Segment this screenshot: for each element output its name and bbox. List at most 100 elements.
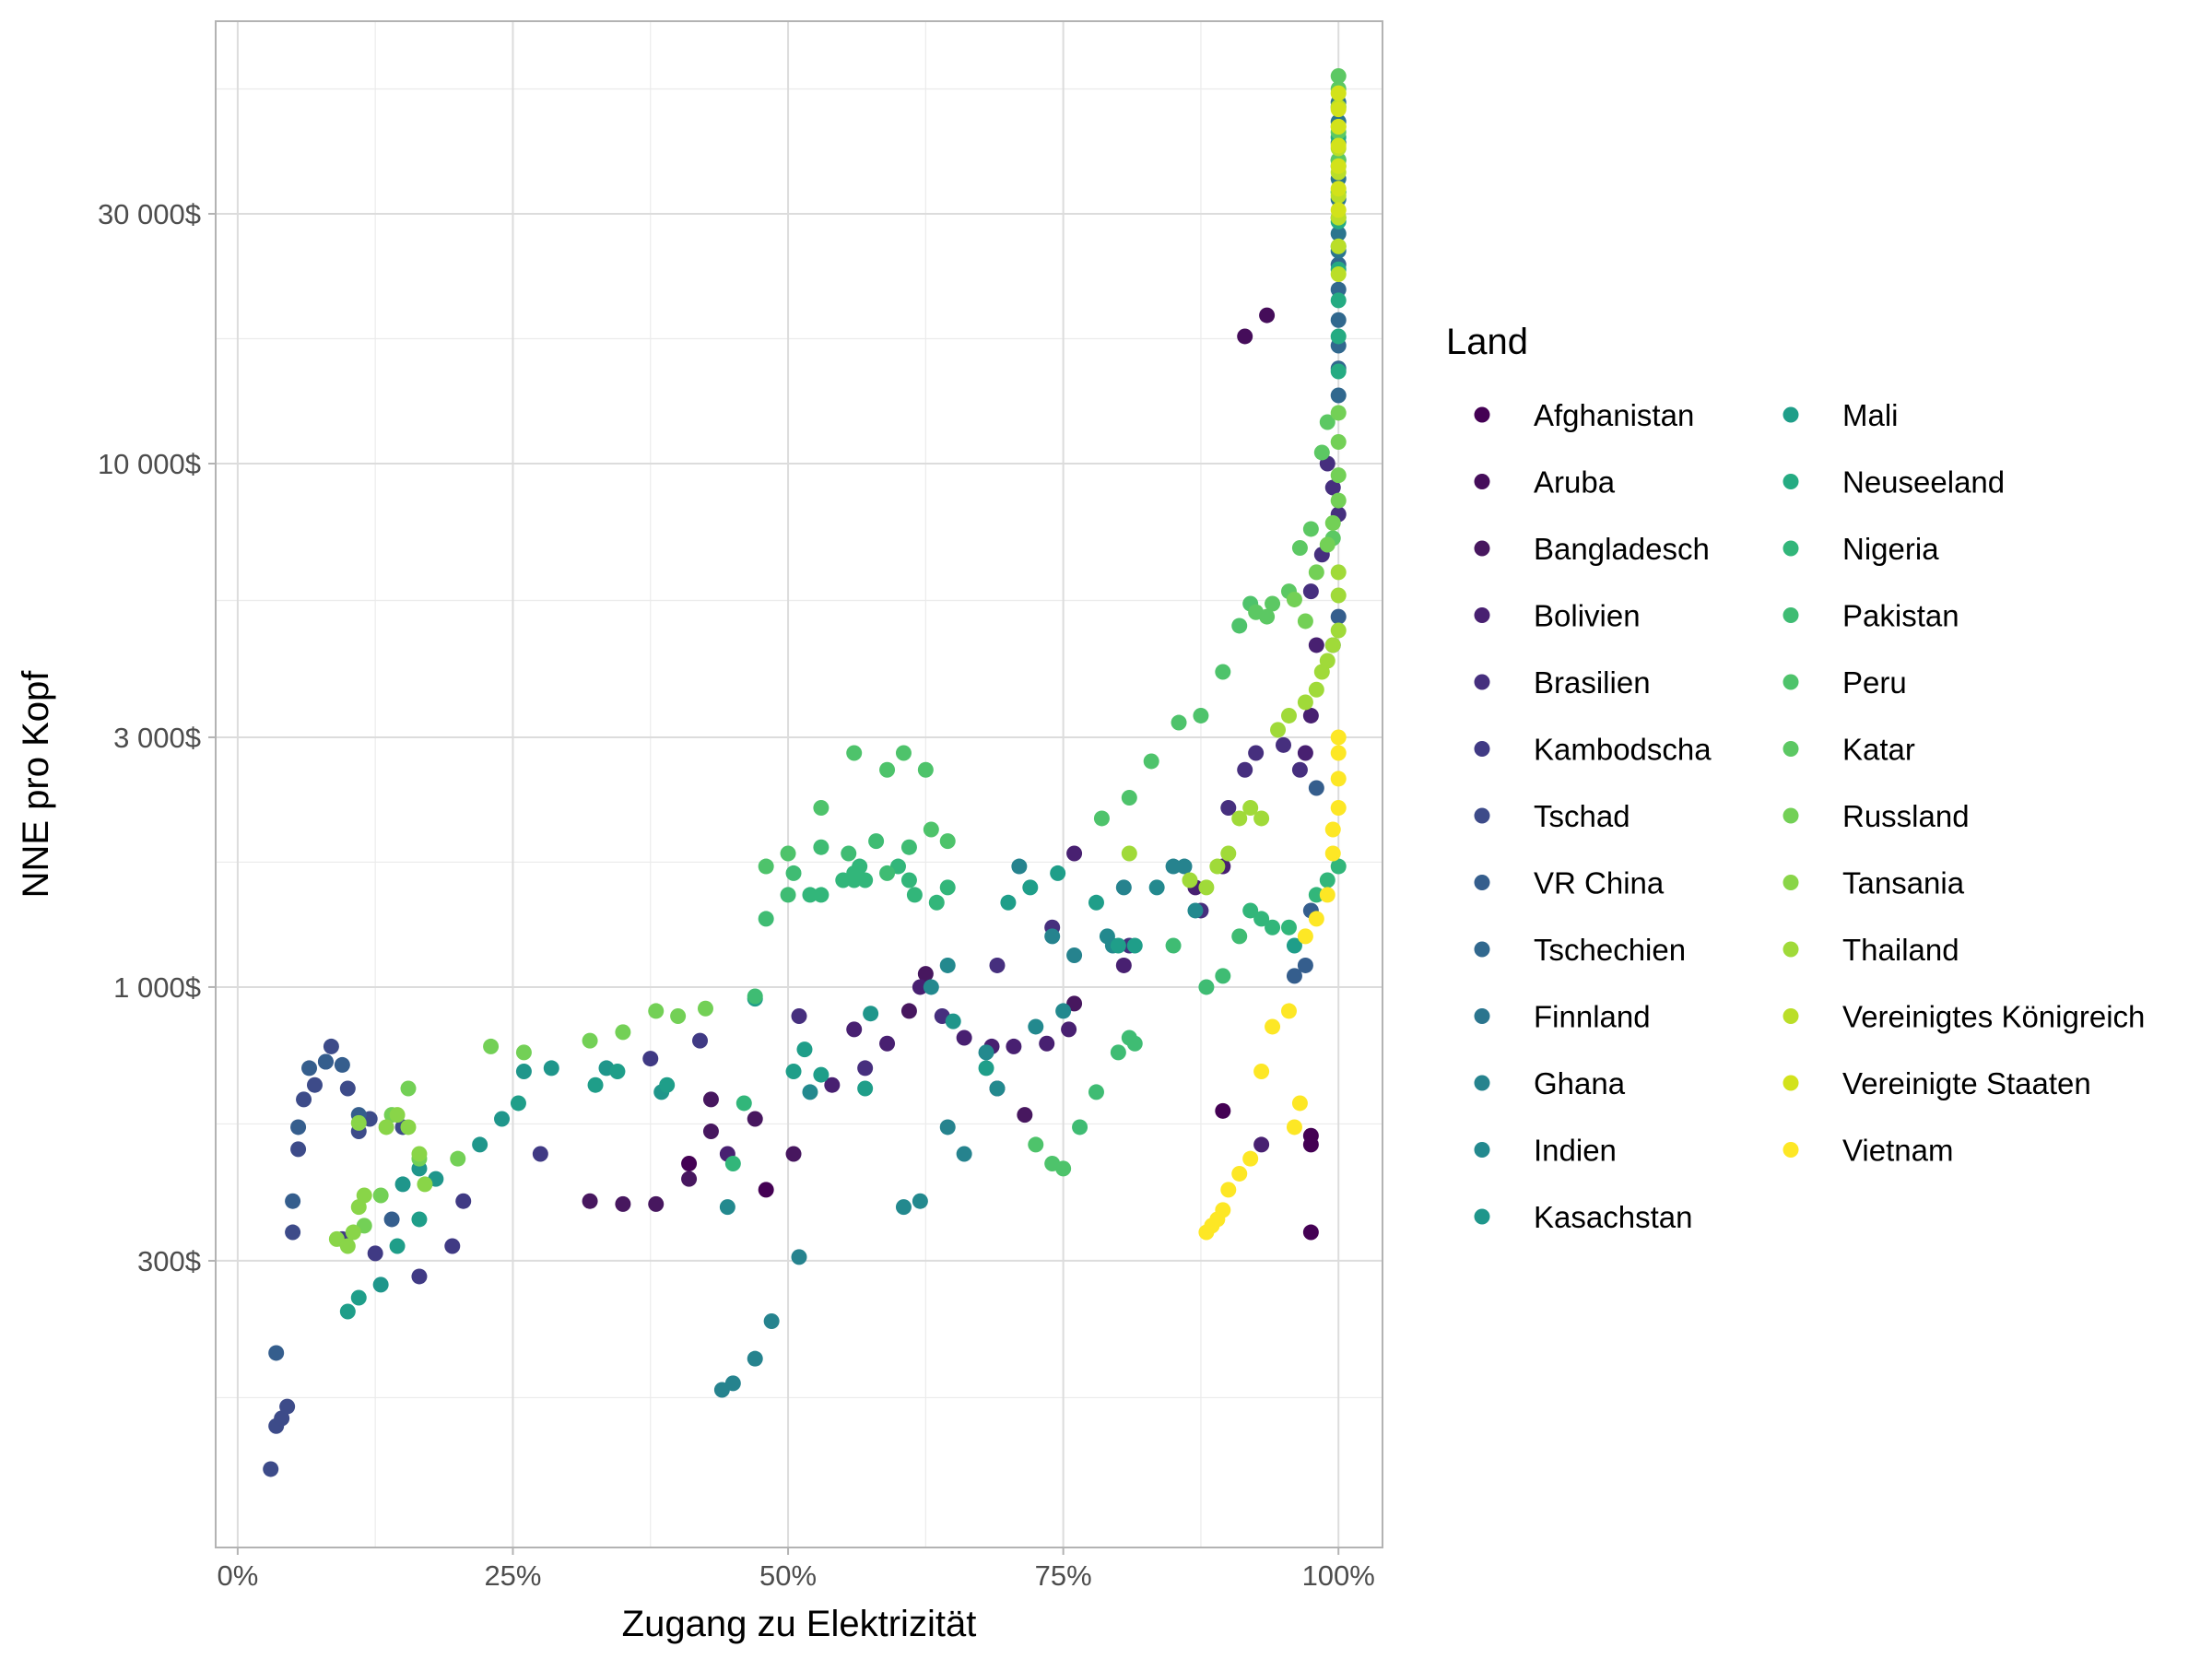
- point-brasilien: [1324, 479, 1341, 496]
- point-vr-china: [1308, 780, 1324, 796]
- point-nigeria: [906, 887, 923, 903]
- point-russland: [648, 1003, 665, 1019]
- legend-key-vereinigtes-königreich: [1783, 1008, 1799, 1024]
- point-nigeria: [724, 1155, 741, 1171]
- point-peru: [1171, 714, 1187, 731]
- point-finnland: [1330, 225, 1347, 241]
- point-ghana: [1176, 858, 1193, 875]
- legend-key-finnland: [1474, 1008, 1490, 1024]
- point-vietnam: [1324, 821, 1341, 838]
- x-tick-label: 100%: [1302, 1559, 1375, 1592]
- point-indien: [978, 1044, 994, 1061]
- axes: 0% 25% 50% 75% 100% 300$ 1 000$ 3 000$ 10 000$ 30…: [98, 20, 1383, 1592]
- point-ghana: [747, 1350, 763, 1367]
- point-russland: [1330, 433, 1347, 450]
- point-mali: [609, 1063, 626, 1079]
- point-russland: [1330, 405, 1347, 421]
- point-tschad: [279, 1398, 296, 1415]
- point-katar: [1302, 521, 1319, 537]
- point-thailand: [1324, 637, 1341, 653]
- point-mali: [1022, 879, 1039, 896]
- point-thailand: [1330, 564, 1347, 581]
- y-tick-label: 30 000$: [98, 198, 201, 230]
- legend-key-peru: [1783, 674, 1799, 690]
- legend-label-bangladesch: Bangladesch: [1534, 532, 1710, 566]
- legend-label-kambodscha: Kambodscha: [1534, 733, 1712, 767]
- point-peru: [895, 745, 912, 761]
- point-bolivien: [1115, 957, 1132, 973]
- point-mali: [587, 1077, 604, 1093]
- point-nigeria: [1253, 911, 1270, 927]
- legend-label-tansania: Tansania: [1842, 866, 1965, 900]
- point-katar: [1265, 595, 1281, 612]
- point-mali: [978, 1060, 994, 1077]
- point-bolivien: [1253, 1136, 1270, 1153]
- point-afghanistan: [1215, 1102, 1231, 1119]
- point-mali: [339, 1303, 356, 1320]
- point-mali: [1088, 894, 1104, 911]
- point-kambodscha: [411, 1268, 428, 1285]
- legend-title: Land: [1446, 322, 1528, 362]
- y-tick-label: 300$: [137, 1245, 201, 1277]
- legend-label-ghana: Ghana: [1534, 1066, 1626, 1100]
- point-indien: [895, 1199, 912, 1216]
- point-vr-china: [1297, 957, 1313, 973]
- point-vietnam: [1286, 1119, 1302, 1135]
- point-pakistan: [1126, 1035, 1143, 1052]
- y-tick-label: 1 000$: [113, 971, 201, 1004]
- point-bangladesch: [702, 1091, 719, 1108]
- legend-key-tschad: [1474, 807, 1490, 824]
- point-mali: [659, 1077, 676, 1093]
- x-tick-label: 75%: [1035, 1559, 1092, 1592]
- point-bangladesch: [747, 1111, 763, 1127]
- point-indien: [1187, 902, 1204, 919]
- legend: Land Afghanistan Aruba Bangladesch Bolivien…: [1446, 322, 2145, 1234]
- point-bangladesch: [681, 1171, 698, 1187]
- point-neuseeland: [1330, 292, 1347, 309]
- legend-label-nigeria: Nigeria: [1842, 532, 1939, 566]
- point-mali: [857, 1080, 874, 1097]
- point-vereinigtes-königreich: [1330, 266, 1347, 283]
- point-kasachstan: [945, 1013, 961, 1030]
- point-bolivien: [824, 1077, 841, 1093]
- point-mali: [1050, 865, 1066, 881]
- point-tschad: [285, 1224, 301, 1241]
- point-pakistan: [1165, 937, 1182, 954]
- point-russland: [1297, 613, 1313, 629]
- point-vietnam: [1330, 745, 1347, 761]
- point-brasilien: [1248, 745, 1265, 761]
- point-vr-china: [1330, 608, 1347, 625]
- point-nigeria: [1242, 902, 1259, 919]
- point-afghanistan: [1302, 1127, 1319, 1144]
- point-tansania: [378, 1119, 394, 1135]
- x-axis-title: Zugang zu Elektrizität: [622, 1604, 977, 1644]
- point-peru: [1231, 618, 1248, 634]
- point-tschad: [274, 1410, 290, 1427]
- legend-key-vr-china: [1474, 875, 1490, 890]
- point-russland: [582, 1032, 598, 1049]
- point-russland: [372, 1187, 389, 1204]
- point-vr-china: [301, 1060, 318, 1077]
- point-nigeria: [900, 872, 917, 888]
- point-nigeria: [852, 858, 868, 875]
- point-pakistan: [813, 839, 830, 855]
- point-vereinigte-staaten: [1330, 119, 1347, 135]
- point-indien: [923, 979, 939, 995]
- legend-label-russland: Russland: [1842, 799, 1970, 833]
- point-russland: [483, 1038, 500, 1054]
- point-indien: [1055, 1003, 1072, 1019]
- point-peru: [939, 833, 956, 850]
- point-peru: [758, 858, 774, 875]
- point-vietnam: [1308, 911, 1324, 927]
- point-thailand: [1297, 694, 1313, 711]
- point-kasachstan: [494, 1111, 511, 1127]
- data-points: [263, 67, 1347, 1477]
- legend-key-tansania: [1783, 875, 1799, 890]
- point-tansania: [417, 1176, 433, 1193]
- point-ghana: [724, 1375, 741, 1392]
- point-indien: [989, 1080, 1006, 1097]
- point-thailand: [1330, 622, 1347, 639]
- point-tschad: [290, 1141, 307, 1158]
- point-mali: [796, 1041, 813, 1058]
